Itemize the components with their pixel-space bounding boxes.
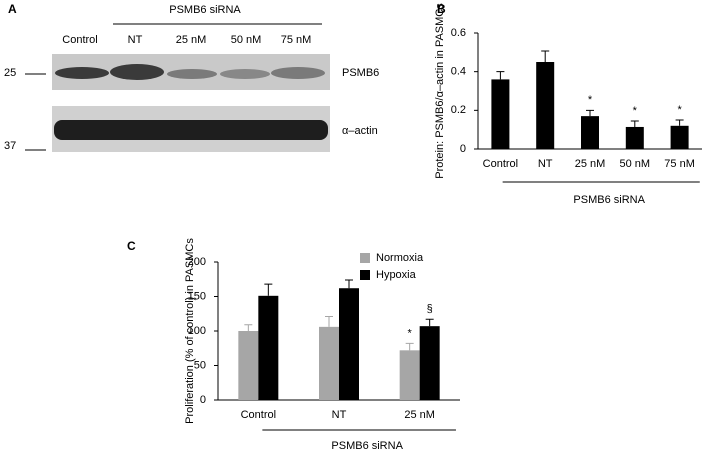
y-tick-label: 200 — [188, 256, 206, 268]
lane-label: 50 nM — [231, 34, 262, 46]
y-tick-label: 0.6 — [451, 27, 466, 39]
blot-bands — [55, 64, 325, 80]
mw-marker: 37 — [4, 140, 16, 152]
error-bar — [345, 279, 353, 289]
x-tick-label: NT — [332, 409, 347, 421]
bar — [419, 326, 440, 400]
legend-label: Hypoxia — [376, 269, 417, 281]
y-tick-label: 0 — [200, 394, 206, 406]
error-bar — [325, 316, 333, 327]
blot-band — [54, 120, 328, 140]
error-bar — [264, 283, 273, 296]
error-bar — [425, 318, 434, 327]
x-tick-label: 25 nM — [575, 158, 606, 170]
band-label: PSMB6 — [342, 67, 379, 79]
mw-marker: 25 — [4, 67, 16, 79]
y-tick-label: 50 — [194, 359, 206, 371]
error-bar — [541, 50, 550, 62]
panel-label: C — [127, 239, 136, 253]
error-bar — [405, 342, 414, 351]
panel-label: B — [437, 2, 446, 16]
legend-label: Normoxia — [376, 252, 424, 264]
significance-marker: * — [588, 94, 593, 106]
lane-label: Control — [62, 34, 97, 46]
error-bar — [630, 120, 639, 127]
significance-marker: * — [677, 104, 682, 116]
panel-label: A — [8, 2, 17, 16]
legend-swatch — [360, 270, 370, 280]
bar — [670, 125, 689, 149]
bar — [319, 326, 339, 400]
y-tick-label: 100 — [188, 325, 206, 337]
bar — [238, 331, 259, 400]
x-tick-label: 25 nM — [404, 409, 435, 421]
bar — [625, 126, 644, 149]
y-tick-label: 150 — [188, 290, 206, 302]
bar — [536, 62, 555, 149]
group-label: PSMB6 siRNA — [169, 4, 241, 16]
band-label: α–actin — [342, 125, 378, 137]
legend-swatch — [360, 253, 370, 263]
error-bar — [496, 71, 505, 80]
x-tick-label: 50 nM — [620, 158, 651, 170]
y-tick-label: 0.4 — [451, 66, 466, 78]
y-axis-label: Proliferation (% of control) in PASMCs — [184, 238, 196, 424]
group-label: PSMB6 siRNA — [331, 440, 403, 452]
lane-label: 75 nM — [281, 34, 312, 46]
bar — [491, 79, 510, 149]
group-label: PSMB6 siRNA — [573, 194, 645, 206]
x-tick-label: Control — [483, 158, 518, 170]
bar — [339, 288, 359, 400]
x-tick-label: NT — [538, 158, 553, 170]
significance-marker: * — [408, 327, 413, 339]
significance-marker: * — [633, 105, 638, 117]
y-tick-label: 0 — [460, 143, 466, 155]
y-axis-label: Protein: PSMB6/α–actin in PASMCs — [434, 3, 446, 179]
error-bar — [244, 324, 253, 331]
error-bar — [675, 119, 684, 126]
error-bar — [586, 109, 594, 117]
x-tick-label: Control — [241, 409, 276, 421]
significance-marker: § — [427, 303, 433, 315]
bar — [581, 116, 599, 149]
lane-label: NT — [128, 34, 143, 46]
lane-label: 25 nM — [176, 34, 207, 46]
x-tick-label: 75 nM — [664, 158, 695, 170]
bar — [399, 350, 420, 400]
panel-a: A PSMB6 siRNA Control NT 25 nM 50 nM 75 … — [4, 2, 379, 152]
y-tick-label: 0.2 — [451, 104, 466, 116]
bar — [258, 295, 279, 400]
